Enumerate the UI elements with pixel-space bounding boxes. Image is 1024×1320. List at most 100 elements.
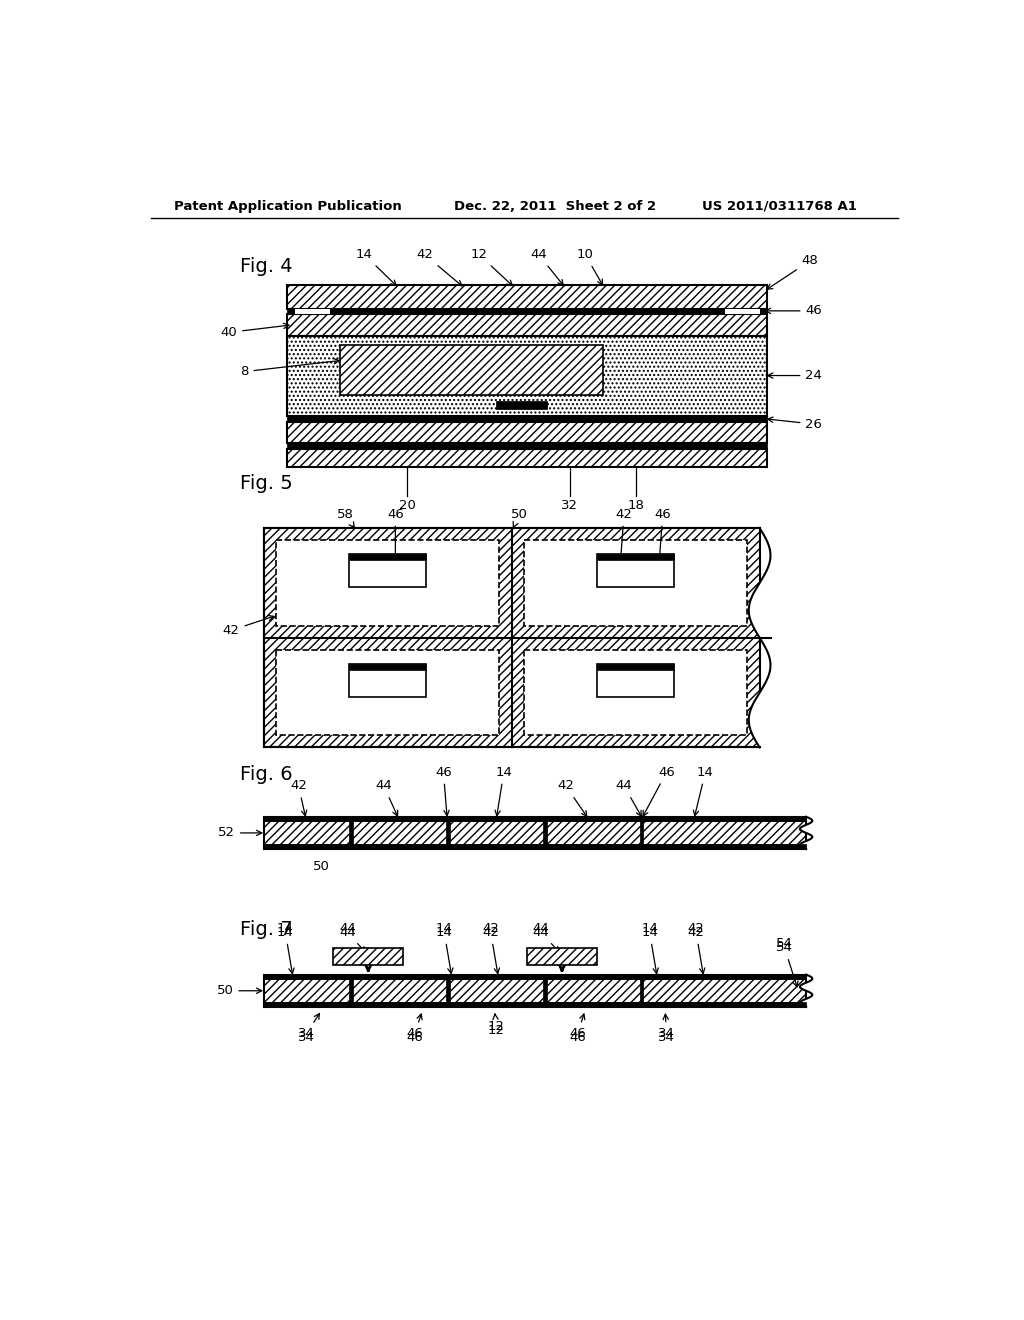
Bar — [263, 974, 806, 1007]
Text: 34: 34 — [658, 1014, 675, 1040]
Text: Fig. 6: Fig. 6 — [241, 764, 293, 784]
Text: 14: 14 — [436, 921, 453, 935]
Text: 46: 46 — [407, 1031, 423, 1044]
Text: 42: 42 — [417, 248, 462, 286]
Bar — [597, 664, 675, 697]
Text: 46: 46 — [407, 1014, 423, 1040]
Text: 50: 50 — [313, 859, 330, 873]
Text: 24: 24 — [768, 370, 822, 381]
Text: 10: 10 — [577, 248, 602, 285]
Text: 12: 12 — [471, 248, 512, 285]
Bar — [287, 314, 767, 335]
Text: Fig. 4: Fig. 4 — [241, 256, 293, 276]
Text: 20: 20 — [398, 499, 416, 512]
Text: 40: 40 — [220, 323, 289, 339]
Bar — [276, 651, 500, 735]
Bar — [597, 554, 675, 560]
Bar — [349, 664, 426, 697]
Text: 46: 46 — [569, 1014, 586, 1040]
Text: 42: 42 — [688, 925, 705, 974]
Text: 34: 34 — [658, 1031, 675, 1044]
Text: 50: 50 — [511, 508, 527, 527]
Text: 18: 18 — [627, 499, 644, 512]
Bar — [349, 554, 426, 560]
Text: 44: 44 — [339, 925, 366, 952]
Text: 44: 44 — [376, 779, 397, 816]
Text: 54: 54 — [776, 937, 793, 950]
Text: 46: 46 — [435, 766, 452, 816]
Bar — [287, 444, 767, 449]
Text: 14: 14 — [693, 766, 714, 816]
Bar — [263, 817, 806, 849]
Bar — [445, 817, 450, 849]
Text: 58: 58 — [337, 508, 354, 528]
Bar — [527, 948, 597, 965]
Text: 14: 14 — [641, 925, 658, 974]
Bar — [287, 309, 767, 314]
Text: 12: 12 — [487, 1014, 505, 1032]
Bar — [445, 974, 450, 1007]
Bar — [597, 664, 675, 669]
Text: 54: 54 — [776, 941, 798, 987]
Text: 44: 44 — [615, 779, 641, 816]
Bar — [640, 817, 643, 849]
Text: 44: 44 — [339, 921, 355, 935]
Bar — [524, 540, 748, 626]
Bar — [349, 817, 352, 849]
Text: 46: 46 — [643, 766, 675, 816]
Bar — [524, 651, 748, 735]
Bar — [295, 309, 330, 314]
Text: 42: 42 — [482, 921, 499, 935]
Text: 42: 42 — [482, 925, 500, 974]
Text: 14: 14 — [436, 925, 453, 974]
Bar — [263, 817, 806, 821]
Bar — [543, 974, 547, 1007]
Bar — [334, 948, 403, 965]
Bar — [340, 345, 603, 395]
Text: 44: 44 — [532, 925, 559, 952]
Bar — [287, 335, 767, 416]
Text: 26: 26 — [768, 417, 822, 430]
Bar — [263, 1002, 806, 1007]
Text: 14: 14 — [276, 921, 294, 935]
Bar — [524, 540, 748, 626]
Polygon shape — [749, 528, 783, 747]
Bar — [263, 845, 806, 849]
Text: Fig. 7: Fig. 7 — [241, 920, 293, 940]
Bar — [263, 974, 806, 979]
Bar — [263, 974, 806, 979]
Text: 46: 46 — [387, 508, 403, 562]
Text: 48: 48 — [767, 255, 818, 289]
Text: 44: 44 — [532, 921, 550, 935]
Text: 34: 34 — [298, 1014, 319, 1040]
Bar — [287, 422, 767, 444]
Text: 42: 42 — [557, 779, 587, 816]
Text: 46: 46 — [765, 305, 822, 317]
Polygon shape — [800, 817, 821, 849]
Text: 14: 14 — [495, 766, 512, 816]
Text: 14: 14 — [276, 925, 294, 974]
Text: 50: 50 — [216, 985, 262, 998]
Bar — [349, 554, 426, 586]
Bar — [349, 664, 426, 669]
Bar — [263, 845, 806, 849]
Bar — [263, 817, 806, 821]
Text: 34: 34 — [298, 1031, 314, 1044]
Bar — [263, 528, 760, 747]
Bar — [276, 540, 500, 626]
Text: 44: 44 — [530, 248, 563, 285]
Bar — [287, 285, 767, 309]
Text: US 2011/0311768 A1: US 2011/0311768 A1 — [701, 199, 856, 213]
Text: 42: 42 — [290, 779, 307, 816]
Bar — [349, 974, 352, 1007]
Text: 42: 42 — [688, 921, 705, 935]
Bar — [276, 651, 500, 735]
Bar — [725, 309, 760, 314]
Text: 42: 42 — [615, 508, 633, 562]
Text: 14: 14 — [641, 921, 658, 935]
Bar — [496, 401, 547, 409]
Text: 42: 42 — [222, 615, 273, 638]
Text: Dec. 22, 2011  Sheet 2 of 2: Dec. 22, 2011 Sheet 2 of 2 — [454, 199, 655, 213]
Polygon shape — [800, 974, 821, 1007]
Bar — [597, 554, 675, 586]
